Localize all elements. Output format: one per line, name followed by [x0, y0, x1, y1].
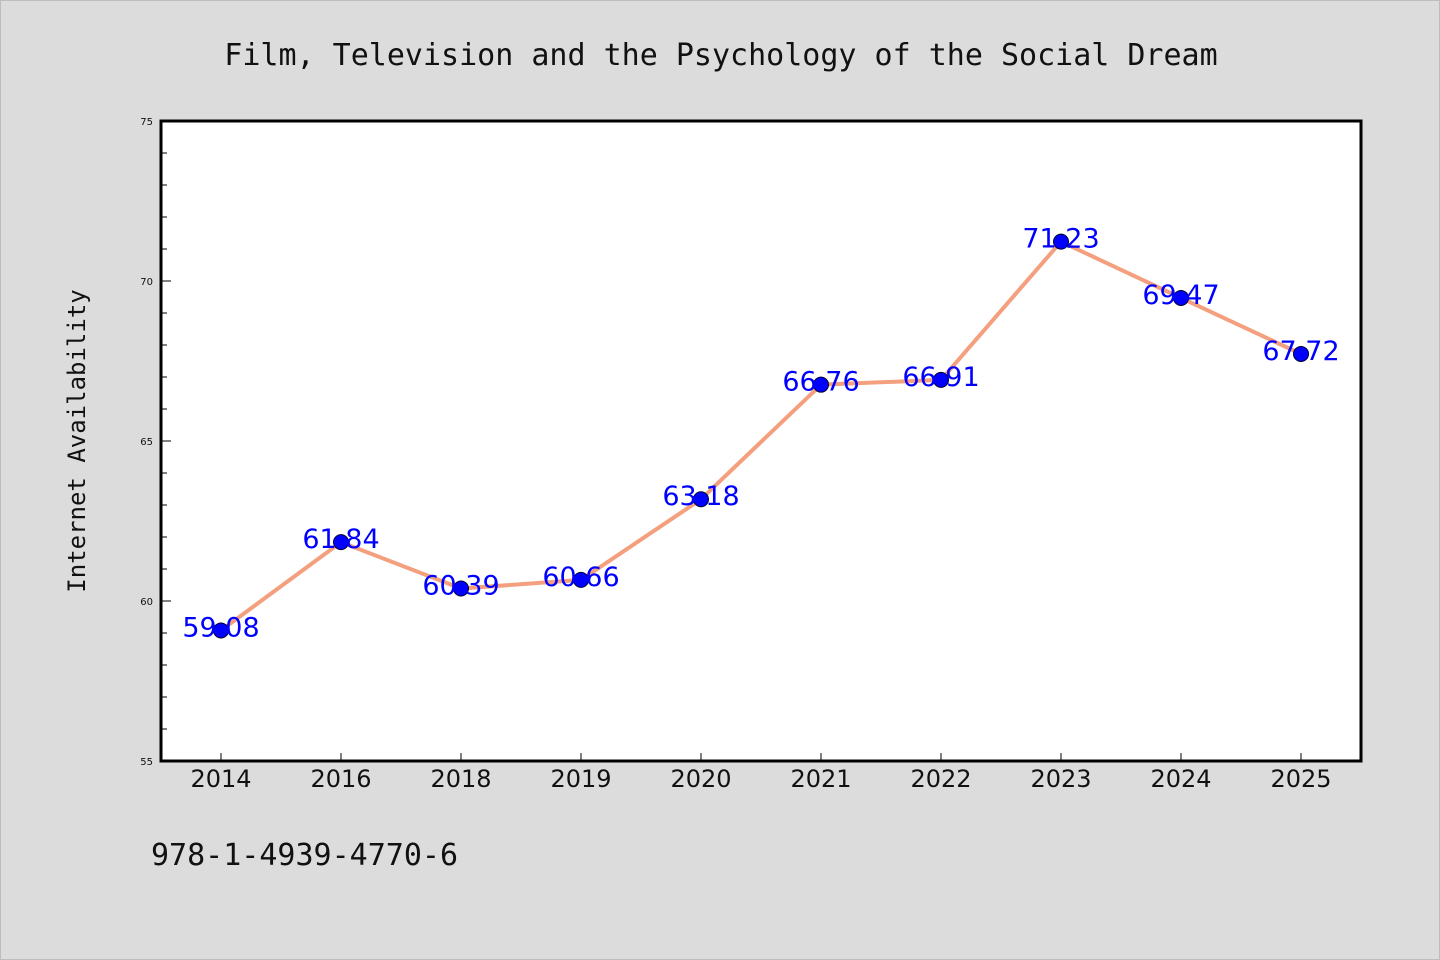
data-point — [693, 491, 709, 508]
data-point — [1053, 233, 1069, 250]
data-point — [1173, 289, 1189, 306]
y-axis-label: Internet Availability — [63, 289, 91, 592]
x-tick-label: 2019 — [550, 765, 611, 793]
y-tick-label: 65 — [140, 437, 153, 448]
data-label: 71.23 — [1022, 224, 1099, 255]
x-tick-label: 2023 — [1030, 765, 1091, 793]
x-tick-label: 2021 — [790, 765, 851, 793]
data-label: 61.84 — [302, 524, 379, 555]
x-tick-label: 2022 — [910, 765, 971, 793]
data-label: 69.47 — [1142, 280, 1219, 311]
data-markers — [213, 233, 1309, 639]
data-labels: 59.08 61.84 60.39 60.66 63.18 66.76 66.91 71.23… — [182, 224, 1339, 644]
x-tick-label: 2025 — [1270, 765, 1331, 793]
chart-title: Film, Television and the Psychology of t… — [224, 38, 1217, 73]
x-tick-label: 2020 — [670, 765, 731, 793]
data-point — [1293, 345, 1309, 362]
data-point — [333, 534, 349, 551]
data-label: 59.08 — [182, 612, 259, 643]
data-label: 63.18 — [662, 481, 739, 512]
plot-frame — [159, 119, 1363, 763]
x-tick-label: 2016 — [310, 765, 371, 793]
x-axis: 2014 2016 2018 2019 2020 2021 2022 2023 2024 2025 — [190, 753, 1332, 793]
y-tick-label: 75 — [140, 117, 153, 128]
data-point — [213, 622, 229, 639]
x-tick-label: 2014 — [190, 765, 251, 793]
isbn-text: 978-1-4939-4770-6 — [151, 838, 458, 873]
data-label: 66.76 — [782, 367, 859, 398]
y-tick-label: 60 — [140, 597, 153, 608]
data-point — [573, 571, 589, 588]
data-label: 60.66 — [542, 562, 619, 593]
data-point — [933, 371, 949, 388]
y-tick-label: 70 — [140, 277, 153, 288]
data-label: 67.72 — [1262, 336, 1339, 367]
x-tick-label: 2018 — [430, 765, 491, 793]
data-point — [453, 580, 469, 597]
data-label: 66.91 — [902, 362, 979, 393]
series-line — [219, 239, 1302, 633]
data-label: 60.39 — [422, 571, 499, 602]
y-tick-label: 55 — [140, 757, 153, 768]
x-tick-label: 2024 — [1150, 765, 1211, 793]
data-point — [813, 376, 829, 393]
